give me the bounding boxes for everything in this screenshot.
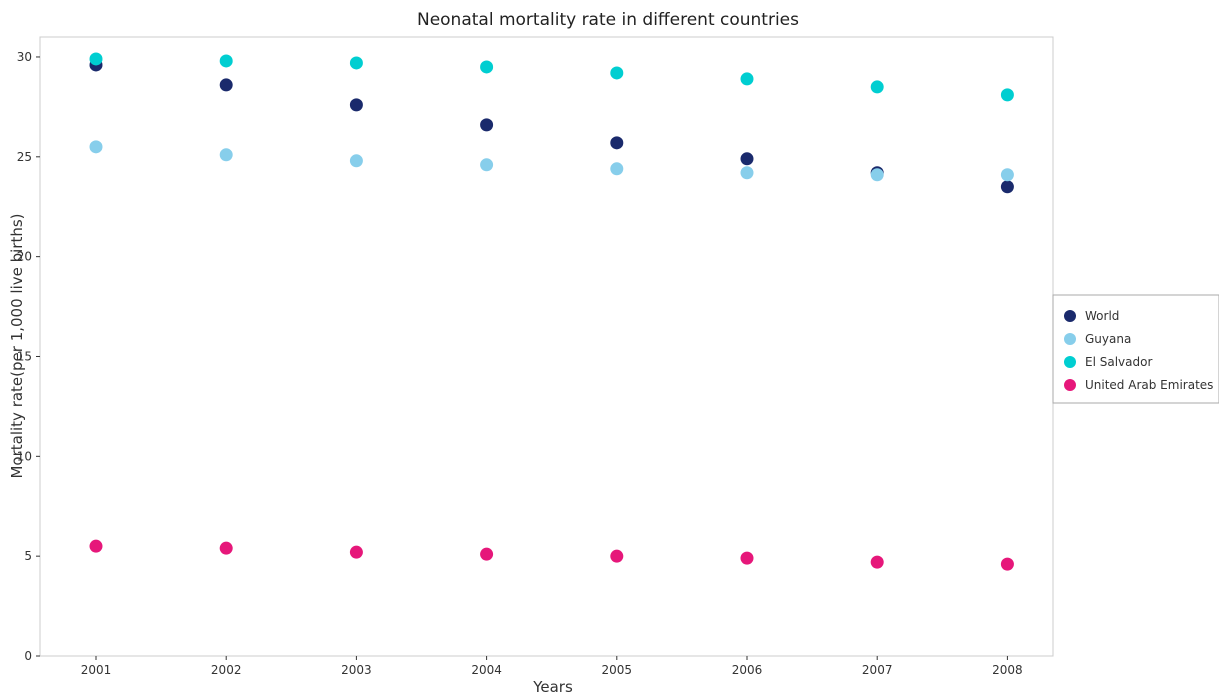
legend-label: Guyana: [1085, 332, 1131, 346]
chart-title: Neonatal mortality rate in different cou…: [417, 10, 799, 30]
x-axis: 2001 2002 2003 2004 2005 2006 2007 2008: [81, 656, 1023, 677]
x-tick-label: 2003: [341, 663, 372, 677]
x-tick-label: 2001: [81, 663, 112, 677]
x-tick-label: 2008: [992, 663, 1023, 677]
y-tick-label: 30: [17, 50, 32, 64]
data-point: [610, 162, 624, 176]
x-tick-label: 2005: [602, 663, 633, 677]
data-point: [89, 140, 103, 154]
legend-box: [1052, 294, 1219, 404]
data-point: [870, 555, 884, 569]
x-tick-label: 2002: [211, 663, 242, 677]
data-point: [349, 154, 363, 168]
data-point: [219, 148, 233, 162]
legend-label: World: [1085, 309, 1119, 323]
data-point: [89, 539, 103, 553]
y-tick-label: 10: [17, 449, 32, 463]
data-point: [1000, 88, 1014, 102]
data-point: [219, 541, 233, 555]
data-point: [349, 56, 363, 70]
legend-label: United Arab Emirates: [1085, 378, 1213, 392]
data-point: [349, 545, 363, 559]
data-point: [1000, 180, 1014, 194]
data-points: [89, 52, 1014, 571]
x-tick-label: 2006: [732, 663, 763, 677]
x-tick-label: 2004: [471, 663, 502, 677]
y-axis-title: Mortality rate(per 1,000 live births): [8, 213, 26, 478]
legend-marker: [1064, 356, 1076, 368]
x-tick-label: 2007: [862, 663, 893, 677]
y-tick-label: 0: [24, 649, 32, 663]
data-point: [1000, 168, 1014, 182]
data-point: [89, 52, 103, 66]
plot-area: [39, 36, 1054, 657]
data-point: [219, 78, 233, 92]
data-point: [480, 158, 494, 172]
legend-marker: [1064, 310, 1076, 322]
data-point: [740, 152, 754, 166]
data-point: [740, 72, 754, 86]
data-point: [480, 60, 494, 74]
data-point: [610, 66, 624, 80]
legend: World Guyana El Salvador United Arab Emirat…: [1052, 294, 1219, 404]
data-point: [610, 549, 624, 563]
data-point: [349, 98, 363, 112]
x-axis-title: Years: [532, 678, 573, 696]
data-point: [740, 551, 754, 565]
legend-marker: [1064, 379, 1076, 391]
data-point: [480, 547, 494, 561]
data-point: [740, 166, 754, 180]
legend-marker: [1064, 333, 1076, 345]
data-point: [610, 136, 624, 150]
data-point: [219, 54, 233, 68]
legend-label: El Salvador: [1085, 355, 1152, 369]
y-tick-label: 25: [17, 150, 32, 164]
data-point: [480, 118, 494, 132]
y-axis: 0 5 10 15 20 25 30: [17, 50, 40, 663]
y-tick-label: 15: [17, 349, 32, 363]
data-point: [870, 80, 884, 94]
y-tick-label: 5: [24, 549, 32, 563]
data-point: [870, 168, 884, 182]
data-point: [1000, 557, 1014, 571]
y-tick-label: 20: [17, 250, 32, 264]
